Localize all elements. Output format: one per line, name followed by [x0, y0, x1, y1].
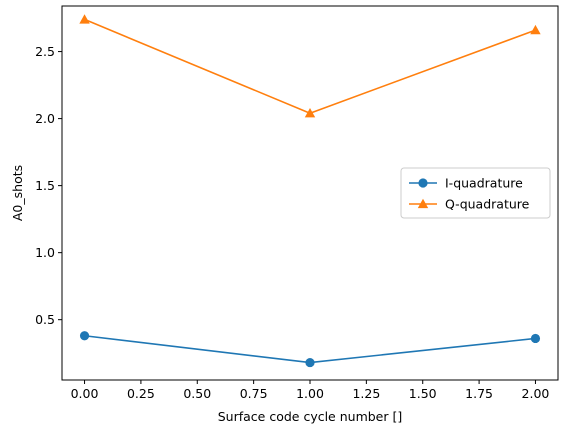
- data-point-q-quadrature: [304, 108, 316, 118]
- x-tick-label: 0.75: [240, 386, 268, 401]
- y-axis-label: A0_shots: [10, 165, 25, 221]
- series-line-q-quadrature: [84, 18, 536, 115]
- legend-marker-q-quadrature: [417, 198, 429, 209]
- legend-box: [400, 167, 551, 219]
- data-point-q-quadrature: [530, 24, 541, 35]
- x-tick-label: 2.00: [522, 386, 550, 401]
- y-tick-label: 2.0: [35, 111, 55, 126]
- data-point-i-quadrature: [305, 357, 315, 368]
- x-tick-label: 1.50: [409, 386, 437, 401]
- legend-label-i-quadrature: I-quadrature: [445, 176, 523, 191]
- x-axis-label: Surface code cycle number []: [218, 409, 403, 424]
- x-tick-label: 1.25: [352, 386, 380, 401]
- y-tick-label: 0.5: [35, 312, 55, 327]
- x-tick-label: 0.00: [71, 386, 99, 401]
- y-tick-label: 1.0: [35, 245, 55, 260]
- legend-label-q-quadrature: Q-quadrature: [445, 197, 530, 212]
- x-tick-label: 0.50: [183, 386, 211, 401]
- data-point-q-quadrature: [79, 14, 90, 24]
- x-tick-label: 1.00: [296, 386, 324, 401]
- y-tick-label: 1.5: [35, 178, 55, 193]
- data-point-i-quadrature: [530, 333, 541, 344]
- data-point-i-quadrature: [79, 331, 90, 341]
- legend-marker-i-quadrature: [418, 178, 428, 188]
- x-tick-label: 0.25: [127, 386, 155, 401]
- x-tick-label: 1.75: [465, 386, 493, 401]
- legend: I-quadrature Q-quadrature: [400, 167, 551, 219]
- y-tick-label: 2.5: [35, 44, 55, 59]
